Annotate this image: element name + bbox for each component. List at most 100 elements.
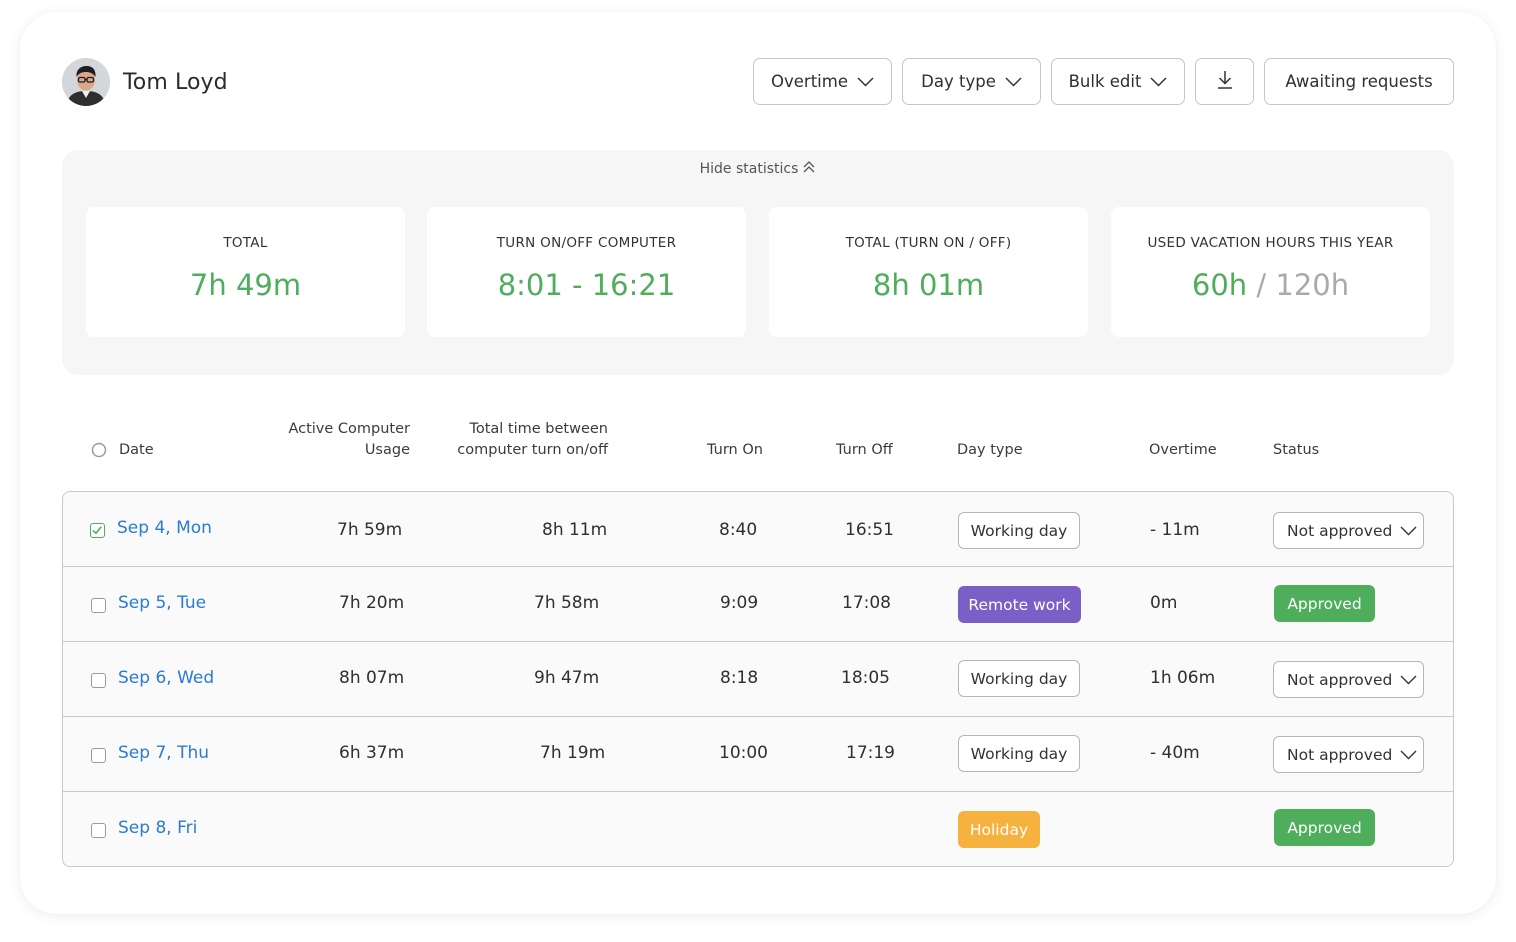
column-turn-off: Turn Off <box>836 442 893 458</box>
row-checkbox[interactable] <box>91 748 106 763</box>
row-total-time: 9h 47m <box>534 668 600 688</box>
row-turn-on: 8:40 <box>719 520 758 540</box>
chevron-down-icon <box>1400 750 1417 760</box>
stat-value: 7h 49m <box>189 268 302 302</box>
stat-label: USED VACATION HOURS THIS YEAR <box>1147 235 1394 251</box>
column-active-usage-line2: Usage <box>364 442 410 458</box>
day-type-badge[interactable]: Holiday <box>958 811 1040 848</box>
column-status: Status <box>1273 442 1320 458</box>
row-turn-off: 17:08 <box>842 593 891 613</box>
table-header: Date Active Computer Usage Total time be… <box>62 415 1454 475</box>
row-date-link[interactable]: Sep 6, Wed <box>118 668 215 688</box>
stat-label: TOTAL <box>223 235 268 251</box>
stat-value: 60h / 120h <box>1111 268 1430 302</box>
row-active-usage: 6h 37m <box>339 743 405 763</box>
row-date-link[interactable]: Sep 4, Mon <box>117 518 212 538</box>
stat-value: 8:01 - 16:21 <box>497 268 676 302</box>
bulk-edit-dropdown-label: Bulk edit <box>1068 72 1142 91</box>
table-row: Sep 7, Thu 6h 37m 7h 19m 10:00 17:19 Wor… <box>63 717 1453 792</box>
vacation-used: 60h <box>1191 268 1248 302</box>
stat-label: TURN ON/OFF COMPUTER <box>496 235 677 251</box>
stat-label: TOTAL (TURN ON / OFF) <box>845 235 1012 251</box>
row-overtime: - 11m <box>1150 520 1200 540</box>
user-name: Tom Loyd <box>123 69 228 95</box>
status-dropdown-label: Not approved <box>1287 521 1393 540</box>
row-overtime: 0m <box>1150 593 1178 613</box>
stat-card-vacation-hours: USED VACATION HOURS THIS YEAR 60h / 120h <box>1111 207 1430 337</box>
chevron-down-icon <box>1400 526 1417 536</box>
row-total-time: 7h 19m <box>540 743 606 763</box>
column-active-usage: Active Computer Usage <box>288 419 410 461</box>
table-row: Sep 5, Tue 7h 20m 7h 58m 9:09 17:08 Remo… <box>63 567 1453 642</box>
vacation-separator: / <box>1256 268 1267 302</box>
row-total-time: 7h 58m <box>534 593 600 613</box>
status-dropdown-label: Not approved <box>1287 670 1393 689</box>
stat-card-total: TOTAL 7h 49m <box>86 207 405 337</box>
row-turn-on: 9:09 <box>720 593 759 613</box>
status-dropdown[interactable]: Not approved <box>1273 512 1424 549</box>
hide-statistics-label: Hide statistics <box>699 161 799 177</box>
download-icon <box>1216 70 1234 94</box>
day-type-badge[interactable]: Working day <box>958 735 1080 772</box>
row-date-link[interactable]: Sep 7, Thu <box>118 743 210 763</box>
hide-statistics-toggle[interactable]: Hide statistics <box>62 160 1454 178</box>
overtime-dropdown[interactable]: Overtime <box>753 58 892 105</box>
table-row: Sep 6, Wed 8h 07m 9h 47m 8:18 18:05 Work… <box>63 642 1453 717</box>
row-overtime: 1h 06m <box>1150 668 1216 688</box>
row-date-link[interactable]: Sep 5, Tue <box>118 593 207 613</box>
toolbar: Overtime Day type Bulk edit Awaiting req… <box>753 58 1454 105</box>
chevron-down-icon <box>1150 76 1167 87</box>
select-all-radio[interactable] <box>91 442 107 465</box>
column-total-time: Total time between computer turn on/off <box>457 419 608 461</box>
status-badge: Approved <box>1274 809 1375 846</box>
statistics-panel: Hide statistics TOTAL 7h 49m TURN ON/OFF… <box>62 150 1454 375</box>
row-turn-on: 10:00 <box>719 743 768 763</box>
chevrons-up-icon <box>802 160 816 178</box>
row-active-usage: 7h 20m <box>339 593 405 613</box>
day-type-badge[interactable]: Working day <box>958 512 1080 549</box>
vacation-total: 120h <box>1275 268 1350 302</box>
row-turn-off: 16:51 <box>845 520 894 540</box>
download-button[interactable] <box>1195 58 1254 105</box>
row-turn-off: 17:19 <box>846 743 895 763</box>
column-total-time-line1: Total time between <box>469 421 608 437</box>
awaiting-requests-label: Awaiting requests <box>1285 72 1433 91</box>
user-header: Tom Loyd <box>62 58 228 106</box>
column-date: Date <box>119 442 154 458</box>
column-overtime: Overtime <box>1149 442 1217 458</box>
table-row: Sep 8, Fri Holiday Approved <box>63 792 1453 866</box>
column-active-usage-line1: Active Computer <box>288 421 410 437</box>
overtime-dropdown-label: Overtime <box>771 72 848 91</box>
row-overtime: - 40m <box>1150 743 1200 763</box>
row-checkbox[interactable] <box>91 823 106 838</box>
stat-card-total-turn-on-off: TOTAL (TURN ON / OFF) 8h 01m <box>769 207 1088 337</box>
status-dropdown-label: Not approved <box>1287 745 1393 764</box>
column-day-type: Day type <box>957 442 1023 458</box>
row-checkbox[interactable] <box>91 673 106 688</box>
column-total-time-line2: computer turn on/off <box>457 442 608 458</box>
row-total-time: 8h 11m <box>542 520 608 540</box>
day-type-dropdown[interactable]: Day type <box>902 58 1041 105</box>
row-turn-on: 8:18 <box>720 668 759 688</box>
row-active-usage: 7h 59m <box>337 520 403 540</box>
stat-value: 8h 01m <box>872 268 985 302</box>
bulk-edit-dropdown[interactable]: Bulk edit <box>1051 58 1185 105</box>
status-dropdown[interactable]: Not approved <box>1273 661 1424 698</box>
chevron-down-icon <box>1005 76 1022 87</box>
status-dropdown[interactable]: Not approved <box>1273 736 1424 773</box>
avatar-photo-icon <box>62 58 110 106</box>
chevron-down-icon <box>1400 675 1417 685</box>
row-active-usage: 8h 07m <box>339 668 405 688</box>
day-type-badge[interactable]: Working day <box>958 660 1080 697</box>
day-type-dropdown-label: Day type <box>921 72 996 91</box>
awaiting-requests-button[interactable]: Awaiting requests <box>1264 58 1454 105</box>
row-date-link[interactable]: Sep 8, Fri <box>118 818 198 838</box>
row-checkbox[interactable] <box>91 598 106 613</box>
stat-card-turn-on-off: TURN ON/OFF COMPUTER 8:01 - 16:21 <box>427 207 746 337</box>
row-checkbox[interactable] <box>90 523 105 538</box>
row-turn-off: 18:05 <box>841 668 890 688</box>
avatar <box>62 58 110 106</box>
day-type-badge[interactable]: Remote work <box>958 586 1081 623</box>
chevron-down-icon <box>857 76 874 87</box>
table-row: Sep 4, Mon 7h 59m 8h 11m 8:40 16:51 Work… <box>63 492 1453 567</box>
